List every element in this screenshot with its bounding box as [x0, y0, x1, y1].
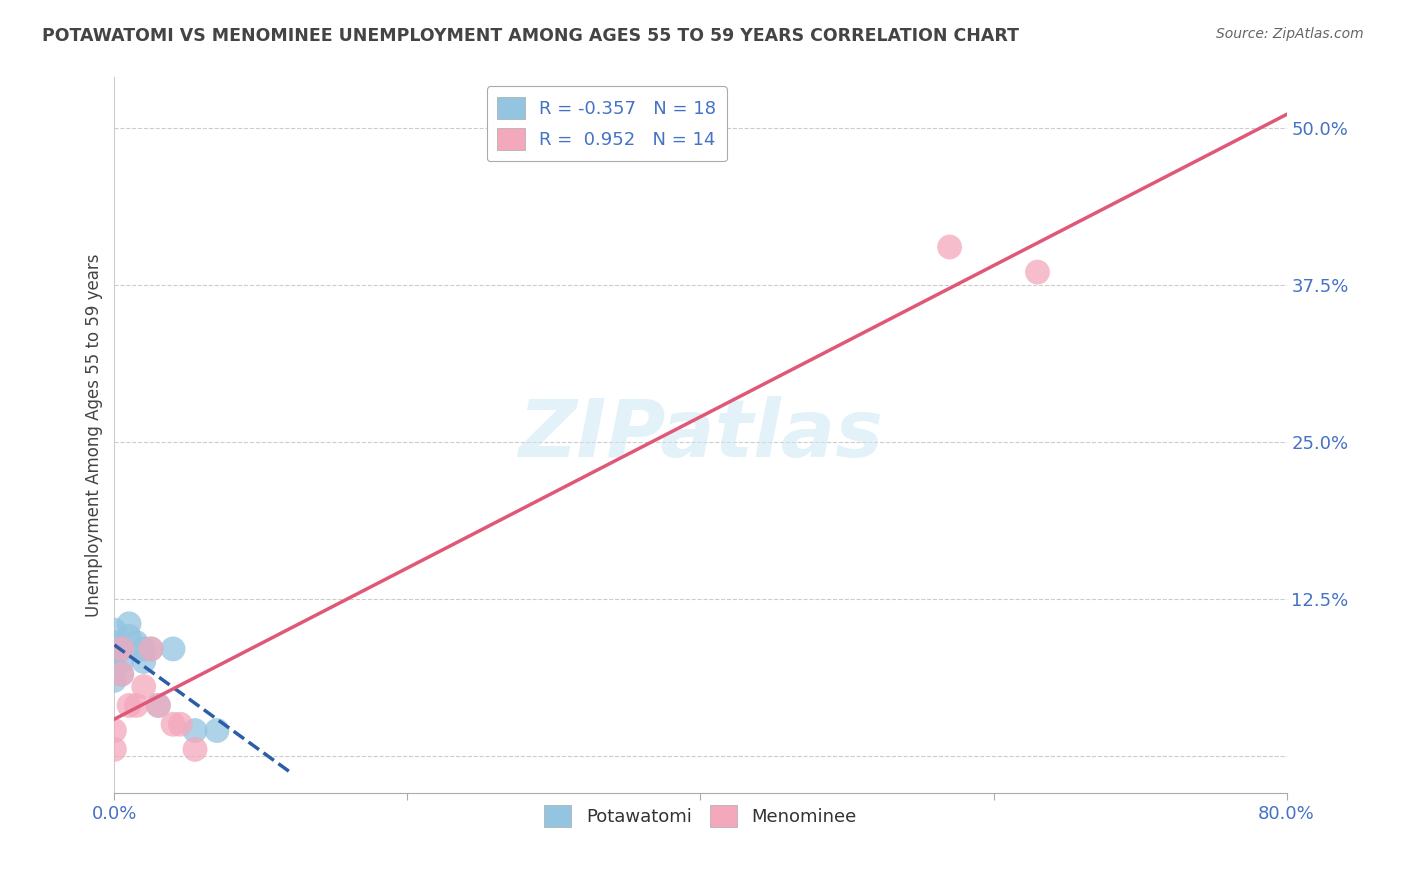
- Point: [184, 723, 207, 738]
- Point: [125, 698, 148, 713]
- Point: [938, 240, 960, 254]
- Point: [103, 635, 125, 649]
- Point: [103, 623, 125, 637]
- Point: [103, 648, 125, 663]
- Point: [132, 680, 155, 694]
- Point: [205, 723, 228, 738]
- Point: [1026, 265, 1049, 279]
- Point: [169, 717, 191, 731]
- Point: [103, 742, 125, 756]
- Point: [111, 655, 134, 669]
- Point: [148, 698, 170, 713]
- Point: [139, 641, 162, 656]
- Point: [111, 667, 134, 681]
- Point: [118, 629, 141, 643]
- Point: [148, 698, 170, 713]
- Point: [162, 641, 184, 656]
- Point: [103, 661, 125, 675]
- Legend: Potawatomi, Menominee: Potawatomi, Menominee: [537, 798, 863, 834]
- Point: [125, 635, 148, 649]
- Point: [162, 717, 184, 731]
- Text: Source: ZipAtlas.com: Source: ZipAtlas.com: [1216, 27, 1364, 41]
- Point: [111, 667, 134, 681]
- Point: [118, 616, 141, 631]
- Point: [132, 641, 155, 656]
- Point: [132, 655, 155, 669]
- Point: [103, 673, 125, 688]
- Text: POTAWATOMI VS MENOMINEE UNEMPLOYMENT AMONG AGES 55 TO 59 YEARS CORRELATION CHART: POTAWATOMI VS MENOMINEE UNEMPLOYMENT AMO…: [42, 27, 1019, 45]
- Point: [111, 641, 134, 656]
- Point: [139, 641, 162, 656]
- Point: [118, 698, 141, 713]
- Point: [103, 723, 125, 738]
- Y-axis label: Unemployment Among Ages 55 to 59 years: Unemployment Among Ages 55 to 59 years: [86, 253, 103, 617]
- Text: ZIPatlas: ZIPatlas: [517, 396, 883, 475]
- Point: [111, 641, 134, 656]
- Point: [184, 742, 207, 756]
